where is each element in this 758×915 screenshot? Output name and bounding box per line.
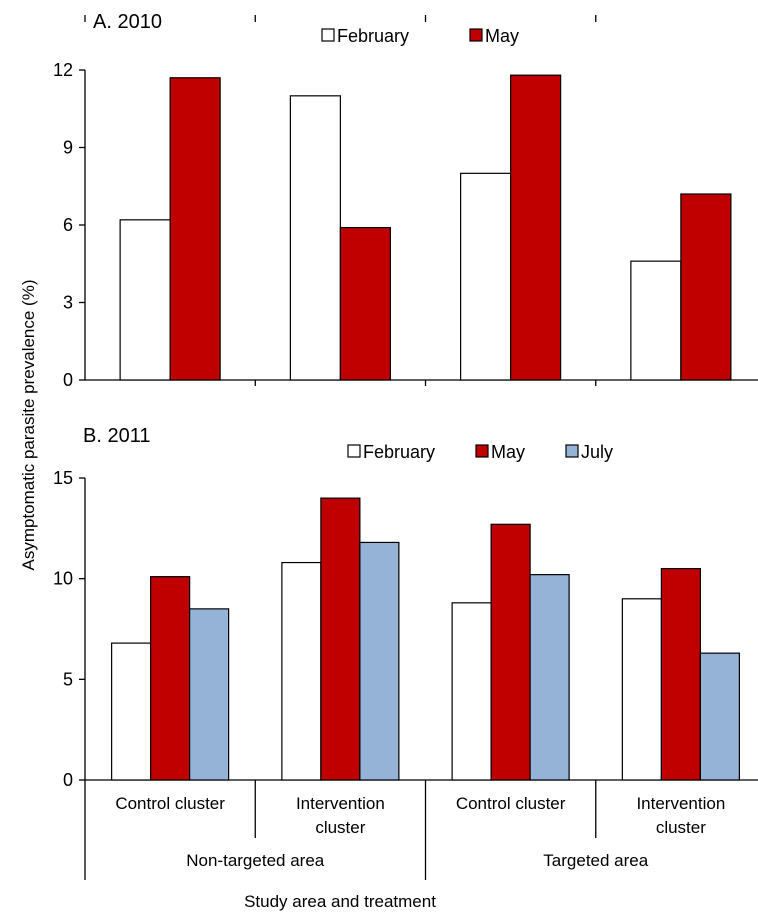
legend-swatch — [475, 444, 489, 458]
bar-may-3 — [490, 523, 531, 781]
bar-february-3 — [451, 602, 492, 781]
bar-february-1 — [119, 219, 171, 381]
y-tick-label: 5 — [63, 669, 73, 689]
bar-may-2 — [339, 226, 391, 381]
category-label: Intervention cluster — [636, 794, 725, 837]
legend-label: May — [491, 442, 525, 462]
bar-may-3 — [510, 74, 562, 381]
y-tick-label: 6 — [63, 215, 73, 235]
category-label: Control cluster — [115, 794, 225, 813]
y-tick-label: 0 — [63, 370, 73, 390]
y-tick-label: 15 — [53, 468, 73, 488]
y-axis-title: Asymptomatic parasite prevalence (%) — [19, 279, 38, 570]
bar-july-1 — [189, 608, 230, 781]
legend-swatch — [321, 28, 335, 42]
bar-february-4 — [630, 260, 682, 381]
panel-title: A. 2010 — [93, 11, 162, 33]
bar-february-2 — [289, 95, 341, 381]
bar-february-1 — [111, 642, 152, 781]
bar-february-4 — [621, 598, 662, 781]
legend-swatch — [565, 444, 579, 458]
category-label: Control cluster — [456, 794, 566, 813]
panel-2010: A. 2010 0 3 6 9 12 February May — [53, 11, 758, 390]
bar-may-4 — [680, 193, 732, 381]
y-tick-label: 3 — [63, 293, 73, 313]
y-tick-label: 9 — [63, 138, 73, 158]
bar-may-1 — [169, 77, 221, 381]
bar-may-2 — [320, 497, 361, 781]
bar-july-3 — [529, 574, 570, 781]
legend-label: February — [337, 26, 409, 46]
x-axis-category-area: Control cluster Intervention cluster Contro… — [84, 780, 725, 880]
legend-label: February — [363, 442, 435, 462]
legend-label: July — [581, 442, 613, 462]
bar-july-4 — [699, 652, 740, 781]
y-tick-label: 0 — [63, 770, 73, 790]
x-axis-title: Study area and treatment — [244, 892, 436, 911]
bar-february-2 — [281, 561, 322, 781]
bar-february-3 — [460, 172, 512, 381]
y-tick-label: 10 — [53, 569, 73, 589]
bar-may-4 — [660, 567, 701, 781]
area-group-label: Non-targeted area — [186, 851, 325, 870]
category-label: Intervention cluster — [296, 794, 385, 837]
bar-july-2 — [359, 541, 400, 781]
panel-title: B. 2011 — [83, 425, 150, 447]
panel-2011: B. 2011 0 5 10 15 February May July — [53, 425, 758, 790]
legend-swatch — [469, 28, 483, 42]
area-group-label: Targeted area — [543, 851, 648, 870]
legend-label: May — [485, 26, 519, 46]
y-tick-label: 12 — [53, 60, 73, 80]
legend-swatch — [347, 444, 361, 458]
bar-may-1 — [150, 576, 191, 781]
